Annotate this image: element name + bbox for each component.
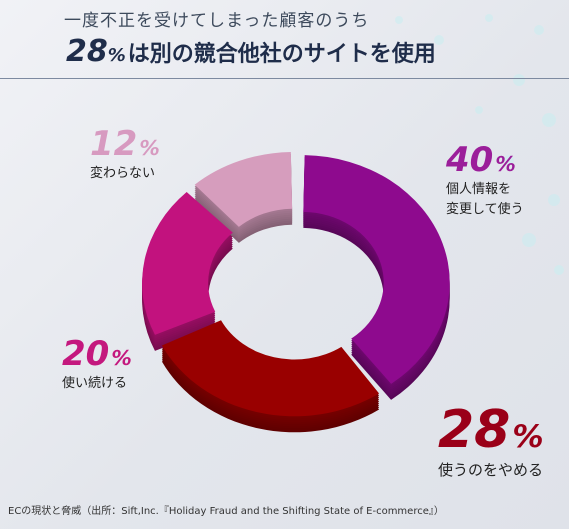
slice-stop-using	[161, 320, 380, 417]
source-note: ECの現状と脅威（出所：Sift,Inc.『Holiday Fraud and …	[8, 506, 444, 517]
category-stop-using: 使うのをやめる	[438, 461, 544, 479]
unit-continue: %	[111, 346, 132, 370]
slice-unchanged	[194, 151, 293, 227]
value-unchanged: 12	[90, 124, 138, 164]
subtitle: 一度不正を受けてしまった顧客のうち	[64, 11, 370, 31]
header-divider	[0, 78, 569, 79]
category-change-info-line2: 変更して使う	[446, 202, 524, 217]
decorative-dot-pattern	[395, 14, 564, 275]
value-change-info: 40	[446, 140, 494, 180]
category-unchanged: 変わらない	[90, 166, 156, 181]
header: 一度不正を受けてしまった顧客のうち 28%は別の競合他社のサイトを使用	[0, 0, 569, 80]
label-unchanged: 12% 変わらない	[90, 124, 160, 184]
category-change-info-line1: 個人情報を	[446, 182, 512, 197]
unit-change-info: %	[495, 152, 516, 176]
page-title: 28%は別の競合他社のサイトを使用	[66, 34, 436, 69]
label-continue: 20% 使い続ける	[62, 334, 132, 394]
unit-unchanged: %	[139, 136, 160, 160]
title-text: は別の競合他社のサイトを使用	[127, 42, 436, 67]
slice-change-info	[303, 155, 450, 384]
category-continue: 使い続ける	[62, 376, 128, 391]
unit-stop-using: %	[512, 419, 544, 455]
title-unit: %	[107, 45, 126, 66]
label-change-info: 40% 個人情報を 変更して使う	[446, 140, 524, 220]
title-value: 28	[66, 34, 108, 69]
value-stop-using: 28	[438, 400, 511, 460]
label-stop-using: 28% 使うのをやめる	[438, 400, 544, 480]
slice-continue	[142, 192, 233, 335]
value-continue: 20	[62, 334, 110, 374]
